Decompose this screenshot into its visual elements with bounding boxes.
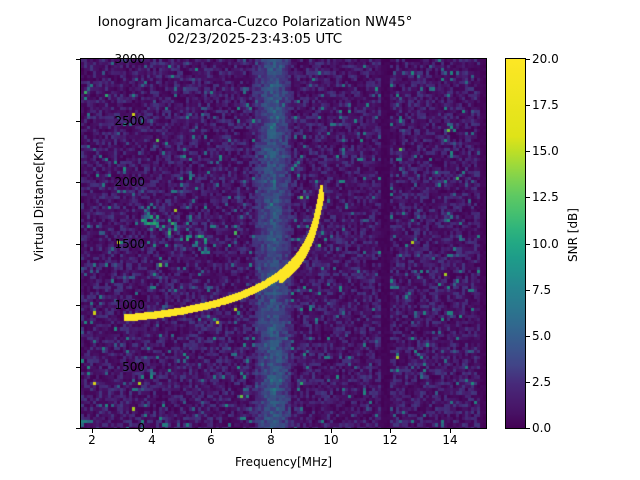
colorbar-label: SNR [dB]: [566, 208, 580, 262]
x-tick-label: 10: [323, 433, 339, 447]
y-tick-label: 1500: [114, 237, 145, 251]
x-tick-mark: [390, 429, 391, 433]
colorbar-tick-label: 20.0: [532, 52, 559, 66]
colorbar-tick-mark: [526, 197, 530, 198]
y-tick-label: 1000: [114, 298, 145, 312]
colorbar: [505, 58, 526, 429]
y-tick-mark: [76, 367, 80, 368]
y-axis-label: Virtual Distance[Km]: [32, 136, 46, 262]
y-tick-label: 500: [122, 360, 145, 374]
page-title: Ionogram Jicamarca-Cuzco Polarization NW…: [0, 14, 510, 48]
colorbar-gradient: [506, 59, 525, 428]
x-tick-label: 14: [442, 433, 458, 447]
y-tick-label: 0: [137, 421, 145, 435]
colorbar-tick-label: 5.0: [532, 329, 552, 343]
x-tick-mark: [152, 429, 153, 433]
x-tick-mark: [450, 429, 451, 433]
y-tick-label: 3000: [114, 52, 145, 66]
colorbar-tick-mark: [526, 59, 530, 60]
colorbar-tick-mark: [526, 244, 530, 245]
colorbar-tick-label: 15.0: [532, 144, 559, 158]
colorbar-tick-mark: [526, 151, 530, 152]
x-tick-mark: [271, 429, 272, 433]
y-tick-mark: [76, 428, 80, 429]
colorbar-tick-label: 17.5: [532, 98, 559, 112]
x-axis-label: Frequency[MHz]: [234, 455, 333, 469]
x-tick-label: 2: [88, 433, 96, 447]
colorbar-tick-mark: [526, 428, 530, 429]
colorbar-tick-label: 12.5: [532, 190, 559, 204]
colorbar-tick-label: 10.0: [532, 237, 559, 251]
x-tick-mark: [331, 429, 332, 433]
colorbar-tick-mark: [526, 290, 530, 291]
y-tick-mark: [76, 305, 80, 306]
y-tick-label: 2500: [114, 114, 145, 128]
title-line-2: 02/23/2025-23:43:05 UTC: [167, 31, 343, 47]
y-tick-mark: [76, 59, 80, 60]
x-tick-label: 8: [267, 433, 275, 447]
x-tick-mark: [211, 429, 212, 433]
colorbar-tick-mark: [526, 382, 530, 383]
colorbar-tick-mark: [526, 336, 530, 337]
x-tick-mark: [92, 429, 93, 433]
colorbar-tick-mark: [526, 105, 530, 106]
colorbar-tick-label: 2.5: [532, 375, 552, 389]
x-tick-label: 6: [207, 433, 215, 447]
x-tick-label: 4: [148, 433, 156, 447]
title-line-1: Ionogram Jicamarca-Cuzco Polarization NW…: [97, 14, 413, 30]
ionogram-plot-area: [80, 58, 487, 429]
colorbar-tick-label: 0.0: [532, 421, 552, 435]
colorbar-tick-label: 7.5: [532, 283, 552, 297]
x-tick-label: 12: [382, 433, 398, 447]
y-tick-mark: [76, 182, 80, 183]
y-tick-mark: [76, 244, 80, 245]
y-tick-mark: [76, 121, 80, 122]
ionogram-heatmap-canvas: [81, 59, 486, 428]
y-tick-label: 2000: [114, 175, 145, 189]
